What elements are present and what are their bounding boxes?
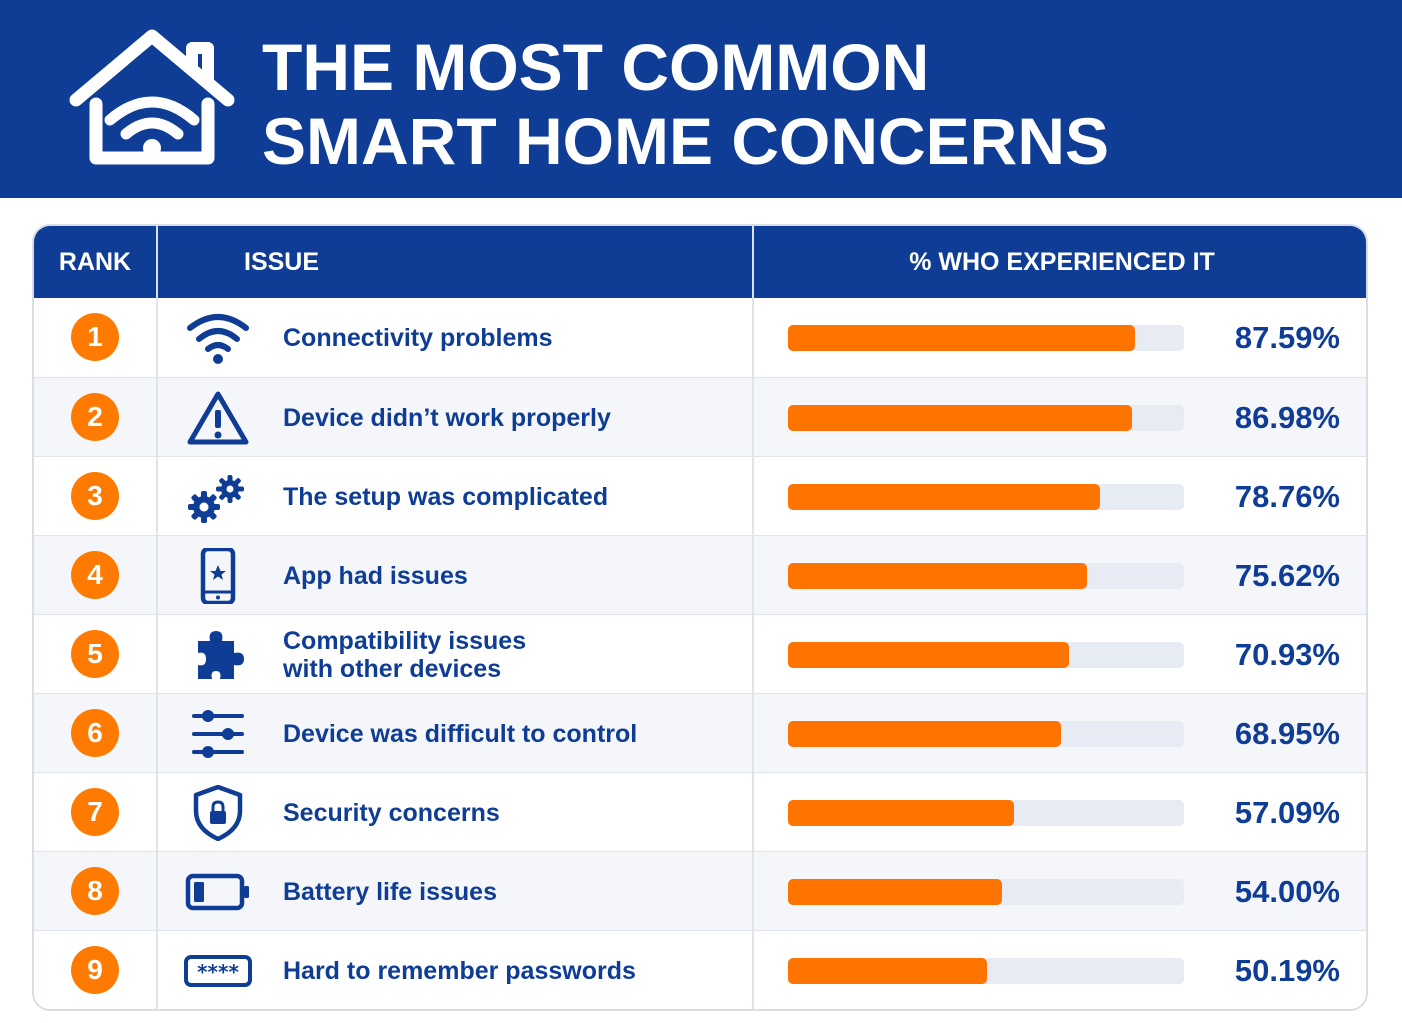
table-row: 7 Security concerns 57.09%: [34, 772, 1366, 851]
column-divider: [156, 536, 158, 614]
table-header: RANK ISSUE % WHO EXPERIENCED IT: [34, 226, 1366, 298]
value-label: 57.09%: [1234, 795, 1340, 830]
bar: [788, 958, 987, 984]
bar: [788, 800, 1015, 826]
column-divider: [752, 536, 754, 614]
value-label: 78.76%: [1234, 479, 1340, 514]
issue-label: Device didn’t work properly: [283, 403, 611, 432]
header-banner: THE MOST COMMON SMART HOME CONCERNS: [0, 0, 1402, 198]
sliders-icon: [184, 706, 252, 762]
password-field-icon: ****: [184, 943, 252, 999]
column-divider: [156, 615, 158, 693]
issue-label: App had issues: [283, 561, 468, 590]
table-body: 1 Connectivity problems 87.59% 2 Device didn…: [34, 298, 1366, 1009]
column-divider: [752, 457, 754, 535]
rank-badge: 6: [71, 709, 119, 757]
gears-icon: [184, 469, 252, 525]
concerns-table: RANK ISSUE % WHO EXPERIENCED IT 1 Connect…: [32, 224, 1368, 1011]
rank-badge: 1: [71, 313, 119, 361]
column-divider: [156, 457, 158, 535]
shield-lock-icon: [184, 784, 252, 842]
column-divider: [156, 378, 158, 456]
value-label: 70.93%: [1234, 637, 1340, 672]
puzzle-piece-icon: [184, 627, 252, 683]
bar-track: [788, 325, 1184, 351]
page-title: THE MOST COMMON SMART HOME CONCERNS: [262, 30, 1109, 178]
value-label: 75.62%: [1234, 558, 1340, 593]
column-divider: [752, 694, 754, 772]
bar: [788, 563, 1088, 589]
column-divider: [156, 694, 158, 772]
title-line-1: THE MOST COMMON: [262, 30, 930, 104]
column-header-percent: % WHO EXPERIENCED IT: [909, 248, 1215, 276]
bar: [788, 484, 1100, 510]
column-divider: [752, 615, 754, 693]
issue-label: Connectivity problems: [283, 323, 553, 352]
column-divider: [752, 773, 754, 851]
rank-badge: 7: [71, 788, 119, 836]
bar-track: [788, 721, 1184, 747]
smartphone-icon: [184, 546, 252, 606]
issue-label: The setup was complicated: [283, 482, 609, 511]
bar: [788, 879, 1002, 905]
column-divider: [156, 931, 158, 1009]
value-label: 87.59%: [1234, 320, 1340, 355]
column-divider: [156, 852, 158, 930]
issue-label: Device was difficult to control: [283, 719, 638, 748]
column-header-issue: ISSUE: [244, 248, 320, 276]
issue-label: Hard to remember passwords: [283, 956, 636, 985]
wifi-icon: [184, 310, 252, 366]
column-divider: [156, 773, 158, 851]
value-label: 54.00%: [1234, 874, 1340, 909]
bar: [788, 325, 1135, 351]
smart-home-wifi-icon: [69, 29, 235, 165]
value-label: 50.19%: [1234, 953, 1340, 988]
bar-track: [788, 800, 1184, 826]
column-divider: [156, 298, 158, 377]
bar-track: [788, 642, 1184, 668]
bar: [788, 405, 1133, 431]
value-label: 86.98%: [1234, 400, 1340, 435]
table-row: 5 Compatibility issues with other devices…: [34, 614, 1366, 693]
bar-track: [788, 958, 1184, 984]
issue-label: Compatibility issues with other devices: [283, 626, 527, 683]
issue-label: Battery life issues: [283, 877, 497, 906]
column-header-rank: RANK: [58, 248, 132, 276]
svg-text:****: ****: [197, 960, 239, 984]
table-row: 9 **** Hard to remember passwords 50.19%: [34, 930, 1366, 1009]
title-line-2: SMART HOME CONCERNS: [262, 104, 1110, 178]
table-row: 8 Battery life issues 54.00%: [34, 851, 1366, 930]
table-row: 2 Device didn’t work properly 86.98%: [34, 377, 1366, 456]
value-label: 68.95%: [1234, 716, 1340, 751]
bar-track: [788, 484, 1184, 510]
rank-badge: 2: [71, 393, 119, 441]
header-divider: [156, 226, 158, 298]
bar-track: [788, 563, 1184, 589]
column-divider: [752, 931, 754, 1009]
rank-badge: 3: [71, 472, 119, 520]
rank-badge: 4: [71, 551, 119, 599]
bar-track: [788, 879, 1184, 905]
issue-label: Security concerns: [283, 798, 500, 827]
low-battery-icon: [184, 864, 252, 920]
rank-badge: 5: [71, 630, 119, 678]
rank-badge: 8: [71, 867, 119, 915]
column-divider: [752, 378, 754, 456]
header-divider: [752, 226, 754, 298]
rank-badge: 9: [71, 946, 119, 994]
bar: [788, 721, 1062, 747]
column-divider: [752, 298, 754, 377]
bar: [788, 642, 1069, 668]
table-row: 4 App had issues 75.62%: [34, 535, 1366, 614]
warning-triangle-icon: [184, 390, 252, 446]
table-row: 6 Device was difficult to control 68.95%: [34, 693, 1366, 772]
column-divider: [752, 852, 754, 930]
table-row: 3 The setup was complicated 78.76%: [34, 456, 1366, 535]
table-row: 1 Connectivity problems 87.59%: [34, 298, 1366, 377]
bar-track: [788, 405, 1184, 431]
